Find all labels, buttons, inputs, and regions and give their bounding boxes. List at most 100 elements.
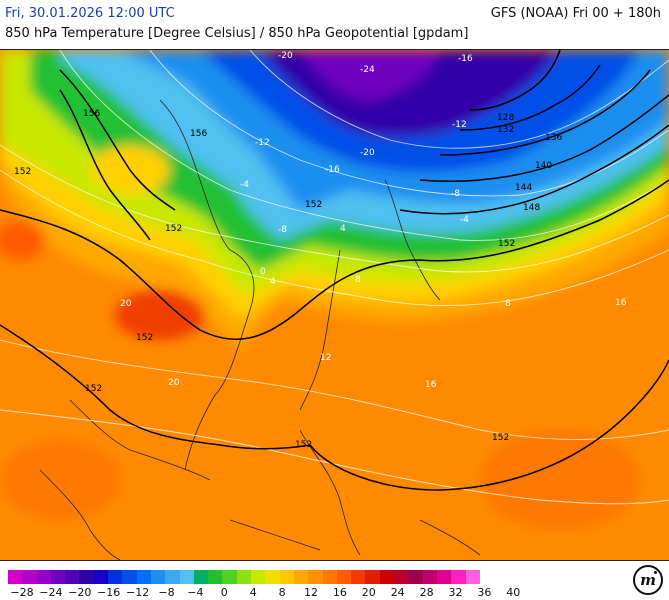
- legend-tick-label: 24: [390, 586, 405, 599]
- legend-swatch: [50, 570, 66, 584]
- legend-swatch: [136, 570, 151, 584]
- legend-swatch: [408, 570, 423, 584]
- legend-swatch: [65, 570, 80, 584]
- isotherm-label: -8: [451, 189, 460, 199]
- geopotential-labels: 152 152 152 152 152 152 152 152 148 144 …: [14, 109, 562, 450]
- isotherm-label: -16: [458, 54, 473, 64]
- legend-swatch: [451, 570, 466, 584]
- temperature-field: [0, 50, 669, 530]
- map-subtitle: 850 hPa Temperature [Degree Celsius] / 8…: [5, 26, 469, 41]
- contour-label: 152: [136, 333, 153, 343]
- legend-swatch: [379, 570, 395, 584]
- legend-tick-label: −4: [187, 586, 204, 599]
- contour-label: 152: [14, 167, 31, 177]
- isotherm-label: -20: [278, 51, 293, 61]
- isotherm-label: 0: [260, 267, 266, 277]
- legend-swatch: [36, 570, 51, 584]
- isotherm-label: -12: [452, 120, 467, 130]
- contour-label: 152: [295, 440, 312, 450]
- map-canvas: 152 152 152 152 152 152 152 152 148 144 …: [0, 50, 669, 560]
- contour-label: 156: [83, 109, 100, 119]
- legend-tick-label: 4: [249, 586, 257, 599]
- legend-tick-label: 16: [332, 586, 347, 599]
- legend-tick-label: −12: [125, 586, 150, 599]
- geopotential-contours: [0, 50, 669, 491]
- isotherm-label: 4: [270, 277, 276, 287]
- contour-label: 144: [515, 183, 532, 193]
- legend-tick-label: −8: [158, 586, 175, 599]
- legend-swatch: [251, 570, 266, 584]
- legend-tick-label: −16: [97, 586, 121, 599]
- datetime-label: Fri, 30.01.2026 12:00 UTC: [5, 6, 175, 21]
- legend-tick-label: −28: [10, 586, 34, 599]
- legend-swatch: [150, 570, 166, 584]
- contour-label: 152: [165, 224, 182, 234]
- contour-label: 152: [492, 433, 509, 443]
- legend-swatch: [22, 570, 37, 584]
- legend-swatch: [322, 570, 337, 584]
- logo-dot-icon: [654, 571, 657, 574]
- legend-swatch: [436, 570, 452, 584]
- isotherm-label: -4: [240, 180, 249, 190]
- model-run-label: GFS (NOAA) Fri 00 + 180h: [490, 6, 661, 21]
- legend-swatch: [351, 570, 366, 584]
- legend-swatch: [293, 570, 309, 584]
- legend-swatch: [79, 570, 94, 584]
- contour-label: 152: [85, 384, 102, 394]
- legend-tick-label: 32: [448, 586, 463, 599]
- isotherm-label: 20: [168, 378, 180, 388]
- weather-map: 152 152 152 152 152 152 152 152 148 144 …: [0, 49, 669, 561]
- contour-label: 132: [497, 125, 514, 135]
- legend-tick-label: −20: [68, 586, 92, 599]
- isotherms: [0, 50, 669, 505]
- isotherm-label: 4: [340, 224, 346, 234]
- contour-label: 152: [305, 200, 322, 210]
- header: Fri, 30.01.2026 12:00 UTC GFS (NOAA) Fri…: [0, 0, 669, 49]
- isotherm-label: -4: [460, 215, 469, 225]
- contour-label: 156: [190, 129, 207, 139]
- meteologix-logo[interactable]: m: [633, 565, 663, 595]
- legend-swatch: [465, 570, 480, 584]
- legend-swatch: [108, 570, 123, 584]
- color-legend: −28 −24 −20 −16 −12 −8 −4 0 4 8 12 16 20 24 28 32 36 40 m: [0, 561, 669, 600]
- legend-swatch: [422, 570, 437, 584]
- contour-label: 148: [523, 203, 540, 213]
- isotherm-label: -24: [360, 65, 375, 75]
- isotherm-label: 8: [355, 275, 361, 285]
- legend-tick-label: 40: [506, 586, 521, 599]
- legend-swatch: [308, 570, 323, 584]
- legend-swatch: [222, 570, 237, 584]
- legend-tick-label: 28: [419, 586, 434, 599]
- legend-swatch: [208, 570, 223, 584]
- isotherm-label: -16: [325, 165, 340, 175]
- isotherm-label: 16: [425, 380, 437, 390]
- contour-label: 128: [497, 113, 514, 123]
- legend-swatch: [265, 570, 280, 584]
- isotherm-label: -8: [278, 225, 287, 235]
- legend-swatch: [8, 570, 23, 584]
- isotherm-label: 20: [120, 299, 132, 309]
- legend-tick-label: 8: [278, 586, 286, 599]
- contour-label: 152: [498, 239, 515, 249]
- isotherm-label: 16: [615, 298, 627, 308]
- legend-tick-label: 36: [477, 586, 492, 599]
- isotherm-label: -20: [360, 148, 375, 158]
- legend-swatch: [279, 570, 294, 584]
- legend-tick-label: 20: [361, 586, 376, 599]
- isotherm-label: -12: [255, 138, 270, 148]
- isotherm-label: 12: [320, 353, 331, 363]
- legend-swatch: [193, 570, 209, 584]
- legend-swatch: [179, 570, 194, 584]
- isotherm-labels: -24 -20 -20 -16 -16 -12 -12 -8 -8 -4 -4 …: [120, 51, 627, 390]
- contour-label: 136: [545, 133, 562, 143]
- legend-swatch: [122, 570, 137, 584]
- legend-swatch: [236, 570, 252, 584]
- isotherm-label: 8: [505, 299, 511, 309]
- legend-tick-label: −24: [39, 586, 63, 599]
- legend-swatch: [336, 570, 352, 584]
- legend-ticks: −28 −24 −20 −16 −12 −8 −4 0 4 8 12 16 20 24 28 32 36 40: [8, 586, 548, 600]
- logo-letter: m: [640, 571, 656, 589]
- legend-swatch: [365, 570, 380, 584]
- legend-tick-label: 0: [220, 586, 228, 599]
- legend-swatch: [165, 570, 180, 584]
